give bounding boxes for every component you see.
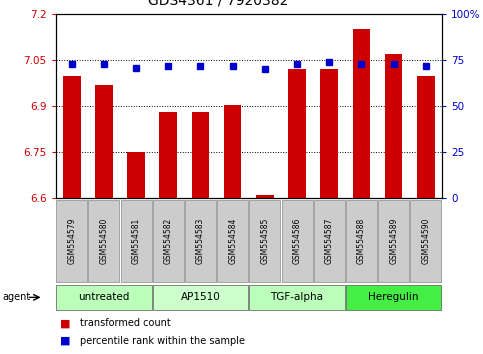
Text: ■: ■ (60, 318, 71, 328)
Text: TGF-alpha: TGF-alpha (270, 292, 324, 302)
FancyBboxPatch shape (249, 200, 280, 281)
FancyBboxPatch shape (56, 200, 87, 281)
FancyBboxPatch shape (121, 200, 152, 281)
Bar (127, 152, 145, 198)
Bar (192, 112, 209, 198)
FancyBboxPatch shape (314, 200, 345, 281)
FancyBboxPatch shape (249, 285, 345, 310)
FancyBboxPatch shape (185, 200, 216, 281)
Text: percentile rank within the sample: percentile rank within the sample (80, 336, 245, 346)
FancyBboxPatch shape (217, 200, 248, 281)
Bar (63, 75, 81, 198)
Bar (320, 69, 338, 198)
Text: GDS4361 / 7920382: GDS4361 / 7920382 (148, 0, 288, 7)
Text: agent: agent (2, 292, 30, 302)
Bar (288, 69, 306, 198)
FancyBboxPatch shape (346, 285, 441, 310)
FancyBboxPatch shape (282, 200, 313, 281)
Text: ■: ■ (60, 336, 71, 346)
Text: AP1510: AP1510 (181, 292, 220, 302)
Text: GSM554579: GSM554579 (67, 217, 76, 264)
FancyBboxPatch shape (153, 200, 184, 281)
Text: GSM554583: GSM554583 (196, 217, 205, 264)
Text: GSM554590: GSM554590 (421, 217, 430, 264)
Text: GSM554588: GSM554588 (357, 218, 366, 264)
Text: transformed count: transformed count (80, 318, 170, 328)
Bar (95, 85, 113, 198)
Bar (417, 75, 435, 198)
FancyBboxPatch shape (346, 200, 377, 281)
FancyBboxPatch shape (88, 200, 119, 281)
Text: GSM554586: GSM554586 (293, 217, 301, 264)
Bar (224, 105, 242, 198)
Text: GSM554584: GSM554584 (228, 217, 237, 264)
Bar (353, 29, 370, 198)
Text: GSM554582: GSM554582 (164, 218, 173, 264)
Text: GSM554580: GSM554580 (99, 217, 108, 264)
FancyBboxPatch shape (153, 285, 248, 310)
Text: GSM554587: GSM554587 (325, 217, 334, 264)
Text: GSM554585: GSM554585 (260, 217, 270, 264)
Bar (159, 112, 177, 198)
Bar (385, 54, 402, 198)
Text: GSM554581: GSM554581 (131, 218, 141, 264)
FancyBboxPatch shape (411, 200, 441, 281)
FancyBboxPatch shape (378, 200, 409, 281)
FancyBboxPatch shape (56, 285, 152, 310)
Text: Heregulin: Heregulin (369, 292, 419, 302)
Bar (256, 195, 274, 198)
Text: GSM554589: GSM554589 (389, 217, 398, 264)
Text: untreated: untreated (78, 292, 129, 302)
